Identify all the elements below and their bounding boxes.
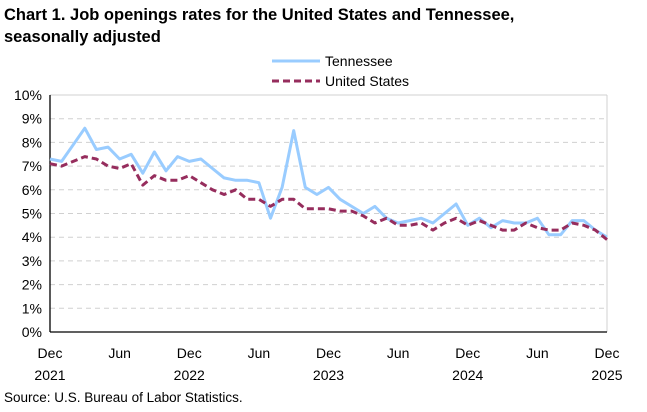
x-tick-year: 2021 xyxy=(34,367,65,383)
y-tick-label: 4% xyxy=(22,229,42,245)
x-tick-month: Dec xyxy=(595,345,620,361)
y-tick-label: 0% xyxy=(22,324,42,340)
y-tick-label: 9% xyxy=(22,111,42,127)
x-tick-month: Jun xyxy=(387,345,410,361)
x-tick-year: 2023 xyxy=(313,367,344,383)
source-note: Source: U.S. Bureau of Labor Statistics. xyxy=(4,390,243,405)
x-tick-year: 2025 xyxy=(591,367,622,383)
y-tick-label: 3% xyxy=(22,253,42,269)
x-tick-month: Dec xyxy=(316,345,341,361)
y-tick-label: 1% xyxy=(22,300,42,316)
x-tick-month: Dec xyxy=(38,345,63,361)
series-line-united-states xyxy=(49,155,608,241)
y-tick-label: 6% xyxy=(22,182,42,198)
chart-title: Chart 1. Job openings rates for the Unit… xyxy=(4,4,644,48)
x-tick-month: Dec xyxy=(455,345,480,361)
chart-title-line1: Chart 1. Job openings rates for the Unit… xyxy=(4,6,515,24)
x-tick-month: Jun xyxy=(108,345,131,361)
x-tick-year: 2024 xyxy=(452,367,483,383)
x-tick-month: Jun xyxy=(248,345,271,361)
y-tick-label: 2% xyxy=(22,277,42,293)
y-tick-label: 5% xyxy=(22,206,42,222)
x-tick-month: Dec xyxy=(177,345,202,361)
chart-title-line2: seasonally adjusted xyxy=(4,28,161,46)
legend-label-tennessee: Tennessee xyxy=(325,53,393,69)
legend-label-united-states: United States xyxy=(325,73,409,89)
x-tick-year: 2022 xyxy=(174,367,205,383)
y-tick-label: 7% xyxy=(22,158,42,174)
y-tick-label: 8% xyxy=(22,134,42,150)
x-tick-month: Jun xyxy=(526,345,549,361)
series-line-tennessee xyxy=(49,126,608,239)
y-tick-label: 10% xyxy=(14,87,42,103)
